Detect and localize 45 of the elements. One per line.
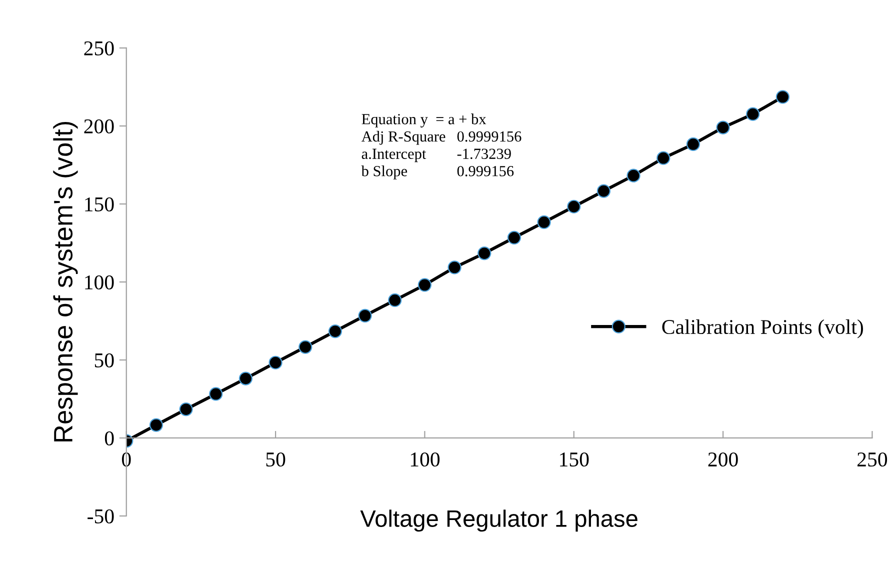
point: [776, 90, 790, 104]
y-tick-label: 150: [85, 197, 114, 212]
annotation: Adj R-Square: [361, 130, 446, 145]
point: [298, 340, 312, 354]
x-tick-label: 0: [122, 452, 131, 467]
y-tick-label: 0: [104, 431, 114, 446]
x-tick-label: 100: [410, 452, 440, 467]
point: [238, 372, 253, 386]
y-tick-label: 50: [94, 353, 114, 368]
y-tick-label: 100: [85, 275, 114, 290]
y-axis-title: Response of system's (volt): [53, 122, 78, 442]
annotation: 0.9999156: [457, 131, 522, 142]
annotation: b Slope: [361, 166, 408, 180]
point: [418, 278, 432, 292]
point: [656, 151, 670, 165]
point: [179, 402, 193, 416]
point: [716, 120, 730, 134]
point: [507, 230, 522, 244]
x-tick-label: 50: [266, 452, 286, 467]
legend-label: Calibration Points (volt): [662, 319, 863, 338]
point: [268, 356, 282, 370]
y-tick-label: -50: [88, 509, 114, 524]
annotation: -1.73239: [457, 148, 511, 160]
point: [149, 418, 164, 432]
point: [746, 107, 760, 121]
annotation: Equation y = a + bx: [362, 114, 486, 128]
point: [626, 168, 640, 182]
x-tick-label: 200: [708, 452, 738, 467]
point: [686, 137, 700, 152]
y-tick-label: 250: [84, 41, 114, 56]
point: [596, 184, 611, 198]
point: [478, 246, 492, 260]
point: [537, 215, 551, 230]
annotation: a.Intercept: [362, 148, 426, 162]
x-axis-title: Voltage Regulator 1 phase: [360, 510, 638, 532]
point: [358, 308, 372, 322]
y-tick-label: 200: [84, 119, 114, 134]
annotation: 0.999156: [457, 166, 514, 176]
point: [448, 260, 462, 274]
x-tick-label: 150: [560, 452, 589, 467]
x-tick-label: 250: [857, 452, 888, 467]
point: [209, 387, 223, 401]
point: [388, 293, 402, 308]
point: [567, 200, 581, 214]
point: [328, 324, 342, 338]
